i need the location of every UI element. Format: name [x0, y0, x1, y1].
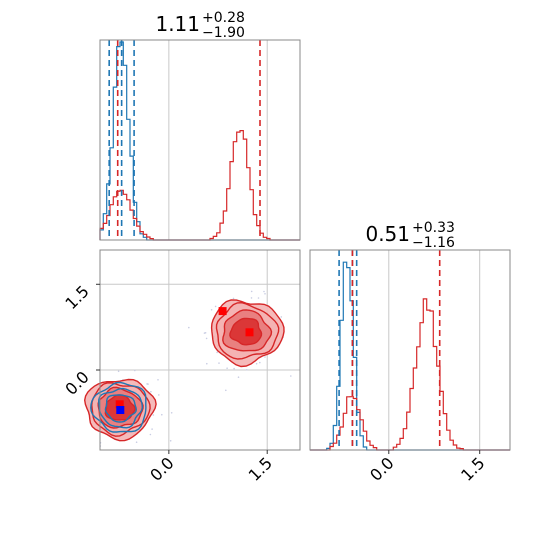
red-marker: [115, 400, 124, 409]
diag-title-sup: +0.33: [412, 220, 455, 236]
joint-panel-frame: [99, 249, 301, 451]
scatter-point: [259, 361, 261, 364]
scatter-point: [280, 316, 283, 318]
scatter-point: [214, 305, 217, 308]
diag-grid: [388, 250, 481, 450]
top-title-sub: −1.90: [202, 25, 245, 41]
scatter-point: [157, 379, 159, 381]
scatter-point: [226, 367, 228, 370]
scatter-point: [135, 441, 138, 444]
scatter-point: [246, 369, 248, 371]
scatter-point: [250, 297, 253, 299]
scatter-point: [205, 337, 208, 340]
red-marker: [245, 328, 254, 337]
scatter-point: [237, 376, 240, 379]
red-histogram: [310, 298, 510, 451]
scatter-point: [151, 428, 153, 430]
scatter-point: [210, 309, 213, 311]
scatter-point: [134, 369, 136, 372]
y-tick-label: 1.5: [61, 282, 92, 313]
top-quantile-lines: [108, 40, 261, 240]
scatter-point: [290, 375, 292, 377]
scatter-point: [264, 293, 266, 295]
scatter-point: [257, 297, 260, 299]
diag-quantile-lines: [338, 250, 441, 450]
blue-contour: [104, 394, 138, 423]
scatter-point: [170, 412, 173, 414]
diag-marginal-panel: 0.0 1.5 0.51 +0.33 −1.16: [309, 220, 511, 485]
x-tick-label: 0.0: [146, 453, 177, 484]
top-marginal-panel: 1.11 +0.28 −1.90: [99, 10, 301, 241]
scatter-point: [225, 389, 227, 392]
top-grid: [168, 40, 268, 240]
scatter-point: [264, 356, 266, 358]
scatter-point: [117, 370, 120, 373]
scatter-point: [158, 394, 160, 396]
x-tick-label: 1.5: [457, 453, 488, 484]
diag-ticks: 0.0 1.5: [366, 450, 489, 485]
x-tick-label: 1.5: [245, 453, 276, 484]
red-marker: [218, 307, 227, 316]
top-histograms: [99, 41, 300, 241]
diag-title-value: 0.51: [365, 222, 410, 246]
top-title-value: 1.11: [155, 12, 200, 36]
scatter-point: [169, 440, 172, 442]
top-panel-frame: [99, 39, 301, 241]
scatter-point: [233, 367, 235, 370]
scatter-point: [218, 362, 220, 364]
scatter-point: [263, 290, 265, 293]
scatter-point: [255, 362, 258, 365]
scatter-point: [149, 433, 152, 436]
scatter-point: [152, 414, 155, 416]
scatter-point: [161, 413, 163, 416]
diag-title-sub: −1.16: [412, 235, 455, 251]
joint-panel: 0.0 1.50.01.5: [61, 249, 301, 485]
scatter-point: [150, 390, 152, 393]
scatter-point: [216, 351, 218, 354]
scatter-point: [206, 362, 208, 365]
joint-markers: [115, 307, 254, 414]
diag-panel-frame: [309, 249, 511, 451]
scatter-point: [232, 297, 235, 300]
x-tick-label: 0.0: [366, 453, 397, 484]
blue-contour: [90, 381, 147, 433]
scatter-point: [146, 383, 148, 385]
scatter-point: [188, 326, 190, 329]
scatter-point: [250, 290, 253, 293]
scatter-point: [203, 332, 206, 334]
blue-contour: [98, 387, 144, 429]
blue-marker: [116, 406, 125, 414]
top-title-sup: +0.28: [202, 10, 245, 26]
